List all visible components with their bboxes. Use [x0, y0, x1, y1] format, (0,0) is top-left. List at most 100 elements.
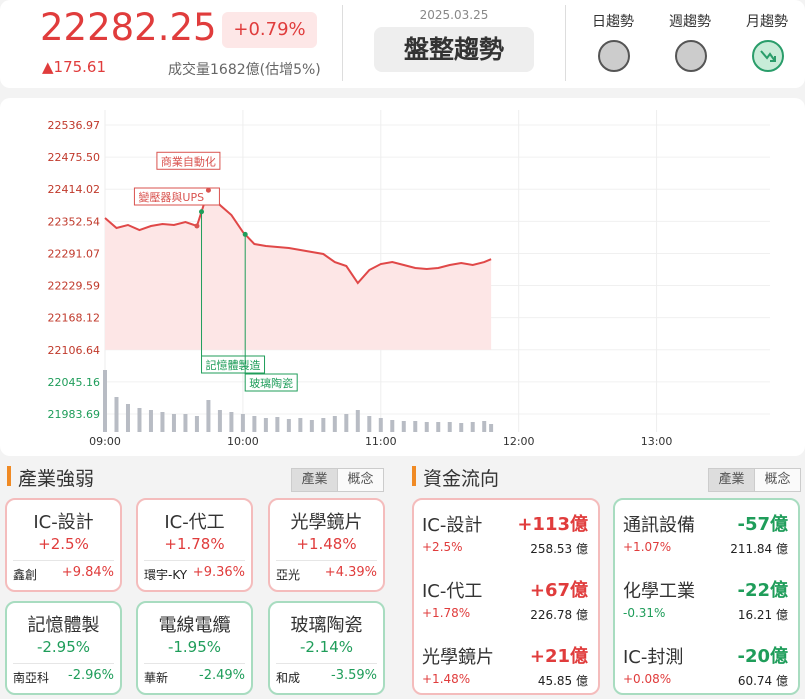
flow-amount: -22億 [737, 580, 788, 601]
trend-icon [675, 40, 707, 72]
y-tick-label: 22168.12 [48, 312, 101, 325]
volume-bar [355, 410, 360, 432]
volume-bar [171, 414, 176, 432]
volume-bar [401, 421, 406, 432]
tab[interactable]: 概念 [754, 468, 801, 492]
industry-name: IC-代工 [164, 512, 225, 533]
stock-name: 鑫創 [13, 568, 38, 582]
flow-card[interactable] [613, 498, 800, 695]
stock-name: 環宇-KY [144, 568, 188, 582]
volume-bar [263, 418, 268, 432]
volume-bar [240, 414, 245, 432]
volume-bar [459, 423, 464, 432]
tab[interactable]: 產業 [708, 468, 755, 492]
y-tick-label: 22352.54 [48, 215, 101, 228]
flow-change: +1.48% [422, 672, 471, 686]
line [104, 188, 492, 285]
flow-change: +1.07% [623, 540, 672, 554]
status: 盤整趨勢 [374, 27, 534, 72]
y-tick-label: 22229.59 [48, 280, 101, 293]
industry-name: IC-設計 [33, 512, 94, 533]
y-tick-label: 22536.97 [48, 119, 101, 132]
stock-name: 和成 [276, 671, 301, 685]
flow-volume: 211.84 億 [730, 542, 788, 556]
volume-bar [367, 416, 372, 432]
volume-bar [424, 422, 429, 432]
stock-change: -3.59% [331, 668, 377, 683]
volume-bar [194, 416, 199, 432]
industry-card[interactable] [136, 498, 253, 592]
volume-bar [489, 424, 494, 432]
industry-card[interactable] [136, 601, 253, 695]
flow-volume: 16.21 億 [737, 608, 788, 622]
trend-label: 日趨勢 [592, 14, 634, 30]
y-tick-label: 22414.02 [48, 183, 101, 196]
x-tick-label: 09:00 [89, 435, 121, 448]
annotation: 商業自動化 [161, 154, 216, 168]
annotation-box [156, 151, 221, 170]
section-bar [7, 466, 11, 486]
flow-change: +0.08% [623, 672, 672, 686]
flow-volume: 258.53 億 [530, 542, 588, 556]
flow-card[interactable] [412, 498, 600, 695]
annotation: 變壓器與UPS [138, 190, 204, 204]
date: 2025.03.25 [419, 8, 489, 22]
volume-bar [114, 397, 119, 432]
volume-bar [298, 418, 303, 432]
stock-change: +9.36% [192, 565, 245, 580]
tab[interactable]: 產業 [291, 468, 338, 492]
x-tick-label: 11:00 [365, 435, 397, 448]
x-tick-label: 13:00 [641, 435, 673, 448]
flow-name: IC-封測 [623, 647, 684, 668]
separator [144, 663, 245, 664]
flow-name: 光學鏡片 [422, 647, 494, 668]
price: 22282.25 [40, 6, 217, 49]
annotation-dot [194, 223, 200, 229]
stock-name: 南亞科 [13, 671, 50, 685]
volume-bar [390, 420, 395, 432]
flow-amount: +113億 [517, 514, 588, 535]
volume-bar [286, 419, 291, 432]
change-pct: +0.79% [222, 12, 317, 48]
flow-amount: -57億 [737, 514, 788, 535]
annotation-box [133, 187, 220, 206]
flow-change: +2.5% [422, 540, 463, 554]
industry-name: 光學鏡片 [290, 512, 363, 533]
industry-card[interactable] [268, 498, 385, 592]
flow-amount: +67億 [529, 580, 588, 601]
x-tick-label: 10:00 [227, 435, 259, 448]
volume-bar [275, 417, 280, 432]
section-bar [412, 466, 416, 486]
annotation: 記憶體製造 [206, 358, 261, 372]
volume-bar [217, 410, 222, 432]
annotation: 玻璃陶瓷 [249, 376, 293, 390]
flow-amount: -20億 [737, 646, 788, 667]
flow-volume: 60.74 億 [737, 674, 788, 688]
volume: 成交量1682億(估增5%) [168, 62, 321, 78]
volume-bar [482, 421, 487, 432]
volume-bar [436, 422, 441, 432]
industry-card[interactable] [5, 498, 122, 592]
volume-bar [103, 370, 107, 432]
industry-card[interactable] [268, 601, 385, 695]
divider [342, 5, 343, 81]
change: ▲175.61 [42, 58, 107, 76]
industry-change: +1.78% [164, 535, 225, 553]
flow-volume: 45.85 億 [537, 674, 588, 688]
volume-bar [148, 410, 153, 432]
stock-change: -2.49% [199, 668, 245, 683]
industry-change: -2.14% [299, 638, 354, 656]
trend-icon [752, 40, 784, 72]
industry-card[interactable] [5, 601, 122, 695]
y-tick-label: 21983.69 [48, 408, 101, 421]
volume-bar [413, 421, 418, 432]
separator [13, 560, 114, 561]
area [105, 190, 492, 350]
volume-bar [206, 400, 211, 432]
y-tick-label: 22291.07 [48, 247, 101, 260]
industry-change: +1.48% [296, 535, 357, 553]
separator [13, 663, 114, 664]
annotation-dot [199, 209, 205, 215]
tab[interactable]: 概念 [337, 468, 384, 492]
